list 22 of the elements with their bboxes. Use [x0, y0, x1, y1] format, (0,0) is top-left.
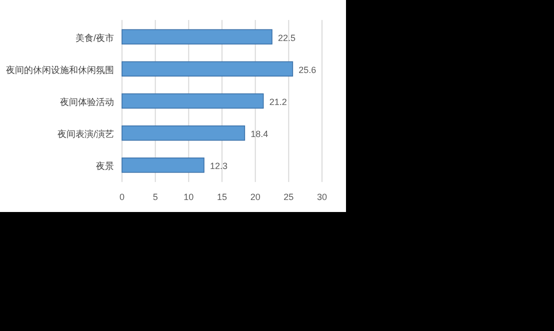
data-label: 22.5 [278, 32, 296, 43]
data-label: 18.4 [250, 129, 268, 140]
y-tick-label: 夜景 [96, 161, 114, 172]
y-tick-label: 夜间体验活动 [60, 97, 114, 107]
bar [122, 158, 204, 173]
data-label: 12.3 [210, 161, 228, 172]
bar [122, 125, 246, 141]
x-tick-label: 30 [316, 192, 328, 202]
x-tick-label: 20 [250, 192, 260, 202]
y-tick-label: 夜间的休闲设施和休闲氛围 [6, 64, 114, 75]
y-tick-label: 夜间表演/演艺 [57, 129, 114, 140]
x-tick-label: 0 [119, 192, 125, 202]
x-tick-label: 15 [216, 192, 228, 202]
data-label: 21.2 [269, 97, 287, 107]
y-tick-label: 美食/夜市 [75, 32, 114, 43]
data-label: 25.6 [298, 64, 316, 75]
x-tick-label: 10 [184, 192, 194, 202]
bar [122, 29, 272, 44]
x-tick-label: 25 [284, 192, 294, 202]
x-tick-label: 5 [152, 192, 158, 202]
bar [122, 93, 264, 109]
bar [122, 61, 294, 77]
